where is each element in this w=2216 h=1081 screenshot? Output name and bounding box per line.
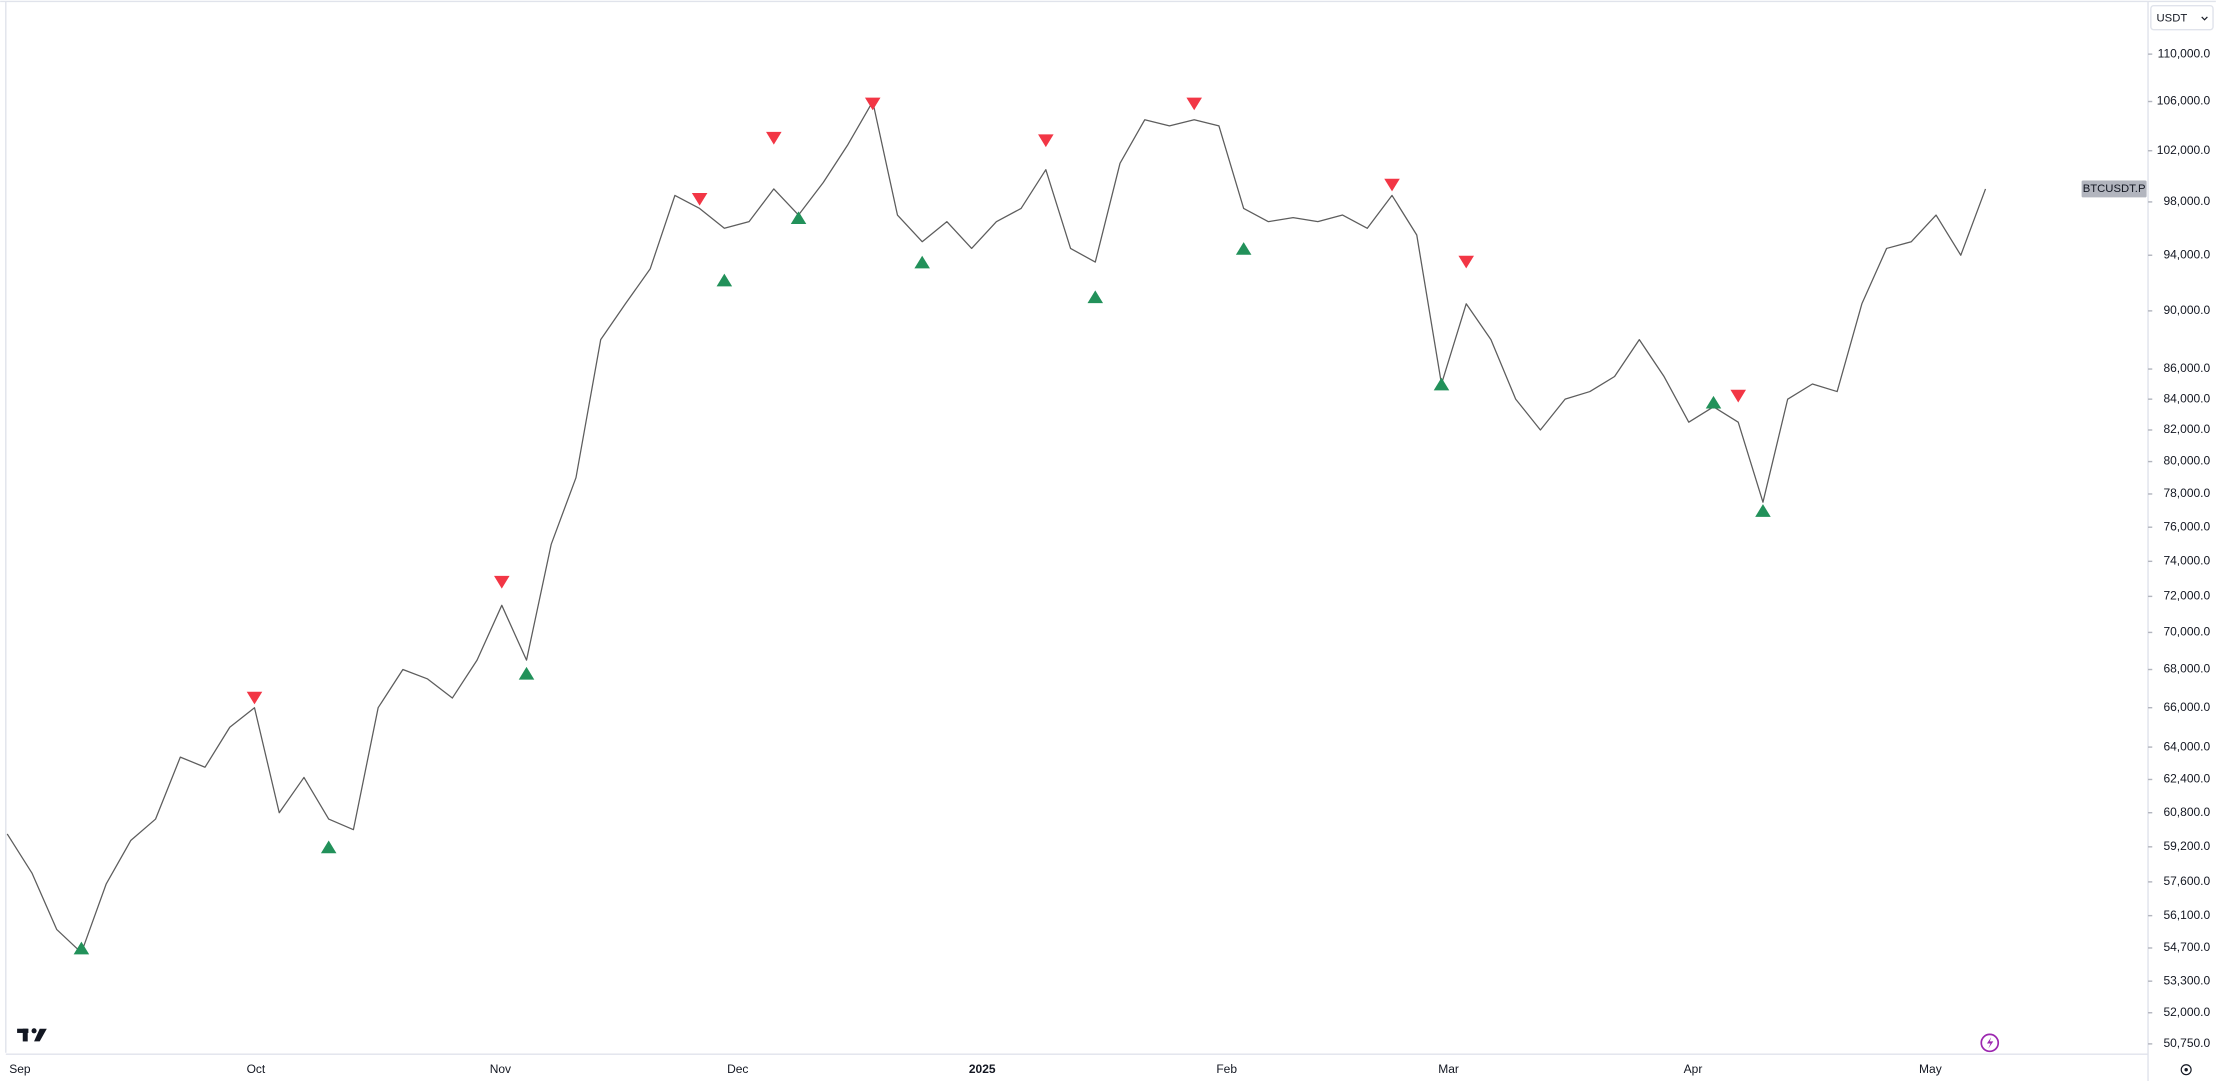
y-tick-label: 90,000.0 (2163, 303, 2210, 317)
x-tick-label: Feb (1216, 1062, 1237, 1076)
settings-icon[interactable] (2180, 1064, 2192, 1076)
y-tick-label: 84,000.0 (2163, 391, 2210, 405)
y-tick-label: 76,000.0 (2163, 519, 2210, 533)
lightning-icon[interactable] (1986, 1037, 1994, 1049)
price-line (6, 100, 1987, 954)
logo-part[interactable] (34, 1028, 47, 1042)
buy-signal (1705, 395, 1722, 409)
x-tick-label: May (1919, 1062, 1942, 1076)
settings-button[interactable] (2180, 1064, 2192, 1076)
y-tick-label: 102,000.0 (2157, 143, 2211, 157)
y-tick-label: 98,000.0 (2163, 194, 2210, 208)
buy-signal (914, 255, 930, 269)
sell-signal (1186, 97, 1202, 111)
y-tick-label: 57,600.0 (2163, 874, 2210, 888)
buy-signal (790, 211, 807, 225)
y-tick-label: 94,000.0 (2163, 247, 2210, 261)
y-tick-label: 86,000.0 (2163, 361, 2210, 375)
y-tick-label: 74,000.0 (2163, 553, 2210, 567)
settings-icon-center[interactable] (2184, 1067, 2188, 1072)
y-tick-label: 66,000.0 (2163, 700, 2210, 714)
lightning-circle[interactable] (1980, 1033, 2000, 1053)
x-tick-label: Sep (9, 1062, 31, 1076)
y-tick-label: 110,000.0 (2158, 46, 2211, 60)
symbol-price-label: BTCUSDT.P (2081, 180, 2147, 198)
x-tick-label: Oct (247, 1062, 266, 1076)
x-tick-label: Apr (1684, 1062, 1703, 1076)
currency-label[interactable]: USDT (2156, 12, 2187, 24)
currency-selector[interactable]: USDT (2150, 4, 2214, 31)
logo-part[interactable] (22, 1028, 28, 1042)
x-tick-label: 2025 (969, 1062, 996, 1076)
sell-signal (766, 131, 782, 145)
sell-signal (1384, 178, 1400, 192)
symbol-label-box (2081, 180, 2147, 198)
x-tick-label: Mar (1438, 1062, 1459, 1076)
buy-signal (320, 840, 337, 854)
y-tick-label: 52,000.0 (2163, 1005, 2210, 1019)
buy-signal (716, 273, 733, 287)
tradingview-logo[interactable] (17, 1028, 47, 1042)
sell-signal (691, 192, 708, 206)
lightning-button[interactable] (1980, 1033, 2000, 1053)
buy-signal (518, 666, 535, 680)
sell-signal (1458, 255, 1474, 269)
logo-part[interactable] (31, 1028, 37, 1034)
buy-signal (1433, 377, 1450, 391)
y-tick-label: 82,000.0 (2163, 422, 2210, 436)
y-tick-label: 60,800.0 (2163, 805, 2210, 819)
sell-signal (1038, 134, 1054, 148)
buy-signal (1087, 290, 1104, 304)
sell-signal (494, 575, 510, 589)
sell-signal (246, 691, 263, 705)
y-tick-label: 62,400.0 (2163, 772, 2210, 786)
y-tick-label: 72,000.0 (2163, 589, 2210, 603)
y-tick-label: 56,100.0 (2163, 908, 2210, 922)
y-tick-label: 106,000.0 (2157, 94, 2211, 108)
y-tick-label: 59,200.0 (2163, 839, 2210, 853)
y-tick-label: 68,000.0 (2163, 662, 2210, 676)
y-tick-label: 53,300.0 (2163, 973, 2210, 987)
dropdown-arrow[interactable] (2201, 16, 2208, 21)
y-tick-label: 54,700.0 (2163, 940, 2210, 954)
sell-signal (864, 97, 881, 111)
symbol-label: BTCUSDT.P (2083, 183, 2146, 195)
buy-signal (1755, 504, 1771, 517)
y-tick-label: 78,000.0 (2163, 486, 2210, 500)
y-tick-label: 64,000.0 (2163, 739, 2210, 753)
y-tick-label: 70,000.0 (2163, 625, 2210, 639)
x-tick-label: Dec (727, 1062, 748, 1076)
y-tick-label: 50,750.0 (2163, 1036, 2210, 1050)
sell-signal (1730, 389, 1747, 403)
y-tick-label: 80,000.0 (2163, 454, 2210, 468)
buy-signal (1235, 242, 1252, 255)
x-tick-label: Nov (490, 1062, 511, 1076)
currency-button[interactable] (2150, 4, 2214, 31)
buy-signal (73, 941, 90, 955)
